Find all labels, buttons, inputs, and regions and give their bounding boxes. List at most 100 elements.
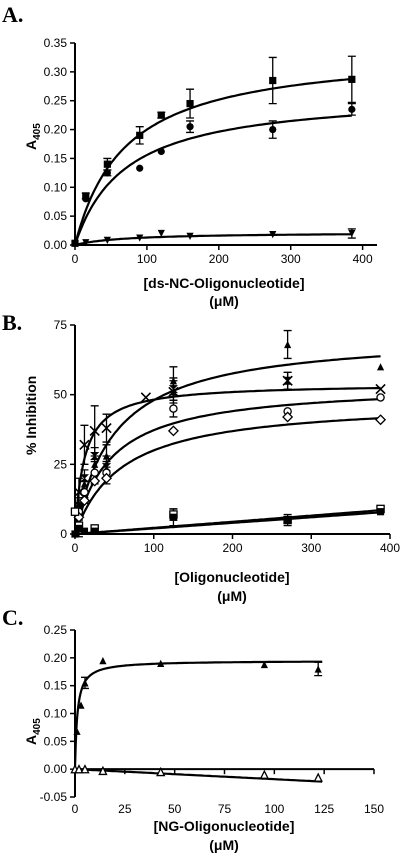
panel-c-series-1-point [99,657,107,665]
panel-a-series-1-point [269,76,277,85]
panel-b-series-5-point [100,472,113,484]
panel-c-series-2-point [313,772,323,782]
panel-a-label: A. [2,2,23,27]
panel-a-series-1-point [157,111,165,119]
panel-c-x-tick-label: 25 [118,802,132,816]
panel-a-y-tick-label: 0.00 [44,238,68,252]
panel-a-y-tick-label: 0.05 [44,209,68,223]
panel-c-y-label-main: A [23,735,39,745]
panel-c-x-tick-label: 125 [314,802,334,816]
panel-b-fit-curve-7 [75,511,381,536]
panel-a-series-2-point [348,105,356,113]
panel-b-fit-curve-2 [73,386,381,535]
panel-b-series-5-point [375,414,387,426]
panel-a-y-tick-label: 0.35 [44,36,68,50]
panel-a: A. A405 [ds-NC-Oligonucleotide] (μM) 0.0… [2,2,377,309]
panel-b-series-1-point [284,340,292,349]
panel-c-y-label: A405 [23,718,43,745]
panel-c-series-2-point [74,764,84,774]
panel-a-x-tick-label: 100 [137,252,157,266]
panel-b-x-tick-label: 0 [72,541,79,555]
panel-c-series-1-point [81,679,89,687]
panel-c-x-tick-label: 100 [264,802,284,816]
panel-a-series-2-point [103,169,111,177]
panel-b-series-6-point [70,507,80,516]
panel-b-series-7-point [284,516,292,524]
panel-c-fit-curve-2 [75,768,323,783]
panel-a-y-label: A405 [23,123,43,150]
panel-c-series-1-point [157,659,165,667]
panel-c-series-2-point [259,769,270,779]
panel-c-y-tick-label: 0.25 [44,623,68,637]
panel-b-series-7-point [71,530,79,538]
panel-a-y-label-sub: 405 [32,123,43,140]
panel-b-series-5-point [89,475,101,487]
panel-c-x-tick-label: 50 [168,802,182,816]
panel-b-series-3-point [283,376,293,385]
panel-b-y-label: % Inhibition [23,376,39,455]
panel-a-series-3-point [71,240,79,248]
panel-a-y-tick-label: 0.20 [44,123,68,137]
panel-b-fit-curve-1 [73,355,381,535]
panel-a-ticks: 0.00 0.05 0.10 0.15 0.20 0.25 0.30 0.35 0 100 200 3… [44,36,373,266]
panel-a-series-1-point [348,75,356,83]
panel-b-series-4-point [90,468,99,477]
panel-a-y-tick-label: 0.10 [44,180,68,194]
panel-c-y-tick-label: 0.20 [44,651,68,665]
panel-a-y-tick-label: 0.15 [44,151,68,165]
panel-b: B. % Inhibition [Oligonucleotide] (μM) 0… [2,310,400,604]
panel-b-x-tick-label: 300 [301,541,321,555]
panel-a-x-unit: (μM) [209,293,239,309]
panel-a-x-tick-label: 0 [72,252,79,266]
panel-c-error-bars [80,661,323,690]
panel-b-series-5-point [167,425,179,437]
panel-b-x-tick-label: 400 [380,541,400,555]
panel-b-series-7-point [376,508,385,516]
panel-b-series-1-point [169,377,178,385]
panel-a-x-tick-label: 400 [353,252,373,266]
panel-a-series-3-point [82,239,90,247]
panel-c-series-1-point [73,727,81,735]
panel-b-error-bars [74,329,292,538]
panel-b-series-2-point [101,422,112,434]
panel-a-series-1-point [103,160,111,168]
panel-c-y-label-sub: 405 [32,718,43,735]
panel-c-ticks: -0.05 0.00 0.05 0.10 0.15 0.20 0.25 0 25 50 75 100 1… [40,623,385,816]
panel-b-data-points [70,340,387,538]
panel-b-y-tick-label: 0 [60,527,67,541]
panel-c-y-tick-label: 0.05 [44,734,68,748]
panel-c-series-2-point [98,765,108,776]
panel-b-series-4-point [376,393,385,402]
panel-c-series-1-point [314,665,322,673]
panel-b-series-4-point [80,487,89,497]
panel-b-fit-curve-5 [73,417,381,535]
panel-a-x-label: [ds-NC-Oligonucleotide] [144,275,305,291]
panel-c-y-tick-label: 0.10 [44,707,68,721]
panel-b-x-label: [Oligonucleotide] [174,569,289,585]
panel-a-fit-curves [73,77,352,247]
panel-a-series-2-point [136,164,144,172]
panel-c-series-2-point [80,764,90,774]
panel-a-series-1-point [136,131,144,139]
panel-c-x-label: [NG-Oligonucleotide] [154,818,295,834]
panel-b-series-7-point [169,513,178,521]
panel-a-series-2-point [186,123,194,131]
panel-b-axes [74,325,390,535]
panel-c-fit-curves [73,660,323,783]
panel-b-series-2-point [140,392,152,403]
panel-a-y-tick-label: 0.25 [44,94,68,108]
panel-a-axes [74,43,377,246]
panel-c-series-1-point [260,660,268,669]
panel-b-series-2-point [79,439,90,450]
panel-b-y-tick-label: 25 [54,457,68,471]
panel-c-x-tick-label: 75 [218,802,232,816]
panel-b-series-5-point [282,411,294,423]
panel-b-ticks: 0 25 50 75 0 100 200 300 400 [54,318,400,555]
panel-a-series-3-point [348,229,356,238]
panel-a-x-tick-label: 300 [281,252,301,266]
panel-c-x-tick-label: 0 [72,802,79,816]
panel-b-series-2-point [375,383,386,395]
panel-b-series-4-point [169,404,178,413]
panel-a-y-tick-label: 0.30 [44,65,68,79]
panel-a-fit-curve-2 [73,114,352,246]
